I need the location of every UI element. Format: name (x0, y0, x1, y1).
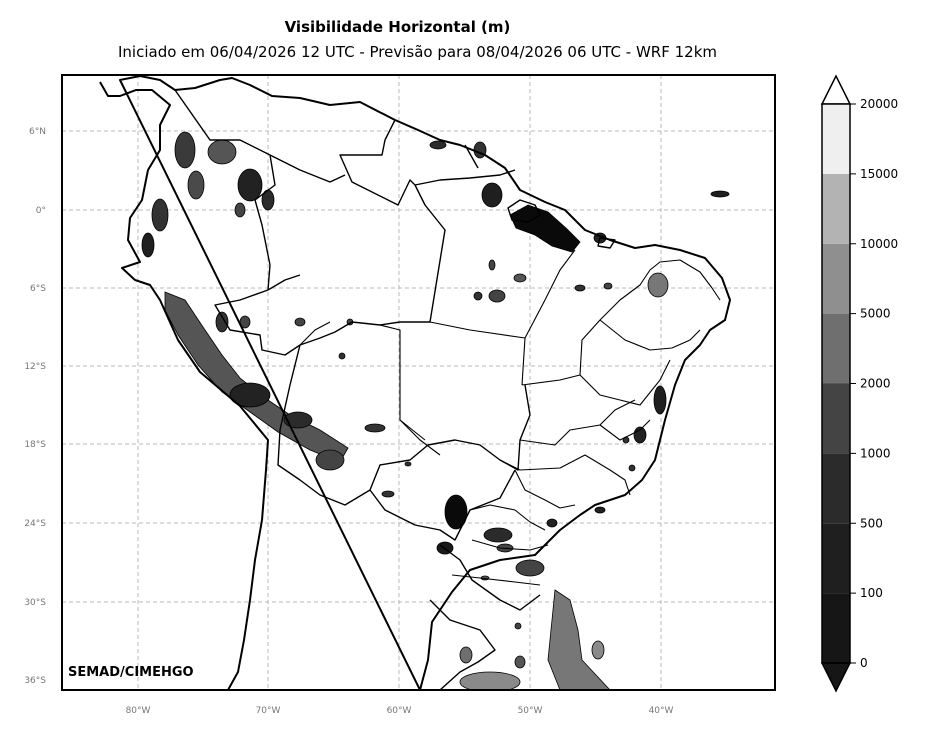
colorbar-segment (822, 383, 850, 454)
colorbar-segment (822, 453, 850, 524)
colorbar-tick-label: 20000 (860, 97, 898, 111)
lat-tick: 0° (36, 206, 46, 216)
map-title: Visibilidade Horizontal (m) (284, 18, 511, 36)
colorbar-tick-label: 10000 (860, 237, 898, 251)
colorbar-tick-label: 1000 (860, 446, 891, 460)
colorbar-segment (822, 173, 850, 244)
colorbar: 0 100 500 1000 2000 5000 10000 15000 20000 (820, 74, 898, 693)
map-subtitle: Iniciado em 06/04/2026 12 UTC - Previsão… (117, 43, 718, 61)
colorbar-tick-label: 5000 (860, 307, 891, 321)
colorbar-tick-label: 15000 (860, 167, 898, 181)
colorbar-segment (822, 243, 850, 314)
map-background (62, 75, 775, 690)
colorbar-under-arrow (820, 662, 852, 693)
state-borders (299, 249, 721, 586)
lat-tick: 18°S (24, 440, 46, 450)
colorbar-segment (822, 313, 850, 384)
lon-tick: 60°W (387, 706, 412, 716)
colorbar-tick-label: 500 (860, 516, 883, 530)
south-america-coastline (99, 75, 731, 690)
longitude-labels: 80°W 70°W 60°W 50°W 40°W (126, 706, 674, 716)
lat-tick: 6°S (30, 284, 46, 294)
credit-label: SEMAD/CIMEHGO (68, 665, 194, 680)
islands (507, 199, 616, 249)
colorbar-over-arrow (820, 74, 852, 105)
country-borders (174, 89, 541, 690)
lon-tick: 80°W (126, 706, 151, 716)
lat-tick: 12°S (24, 362, 46, 372)
colorbar-segment (822, 104, 850, 174)
lat-tick: 6°N (29, 127, 46, 137)
low-visibility-areas (141, 131, 730, 690)
colorbar-segment (822, 593, 850, 663)
lon-tick: 70°W (256, 706, 281, 716)
lat-tick: 36°S (24, 676, 46, 686)
latitude-labels: 6°N 0° 6°S 12°S 18°S 24°S 30°S 36°S (24, 127, 46, 686)
colorbar-tick-label: 100 (860, 586, 883, 600)
colorbar-segment (822, 523, 850, 594)
colorbar-tick-label: 2000 (860, 377, 891, 391)
map-frame (61, 74, 776, 691)
lat-tick: 30°S (24, 598, 46, 608)
graticule (62, 75, 775, 690)
lat-tick: 24°S (24, 519, 46, 529)
colorbar-tick-label: 0 (860, 656, 868, 670)
lon-tick: 40°W (649, 706, 674, 716)
lon-tick: 50°W (518, 706, 543, 716)
